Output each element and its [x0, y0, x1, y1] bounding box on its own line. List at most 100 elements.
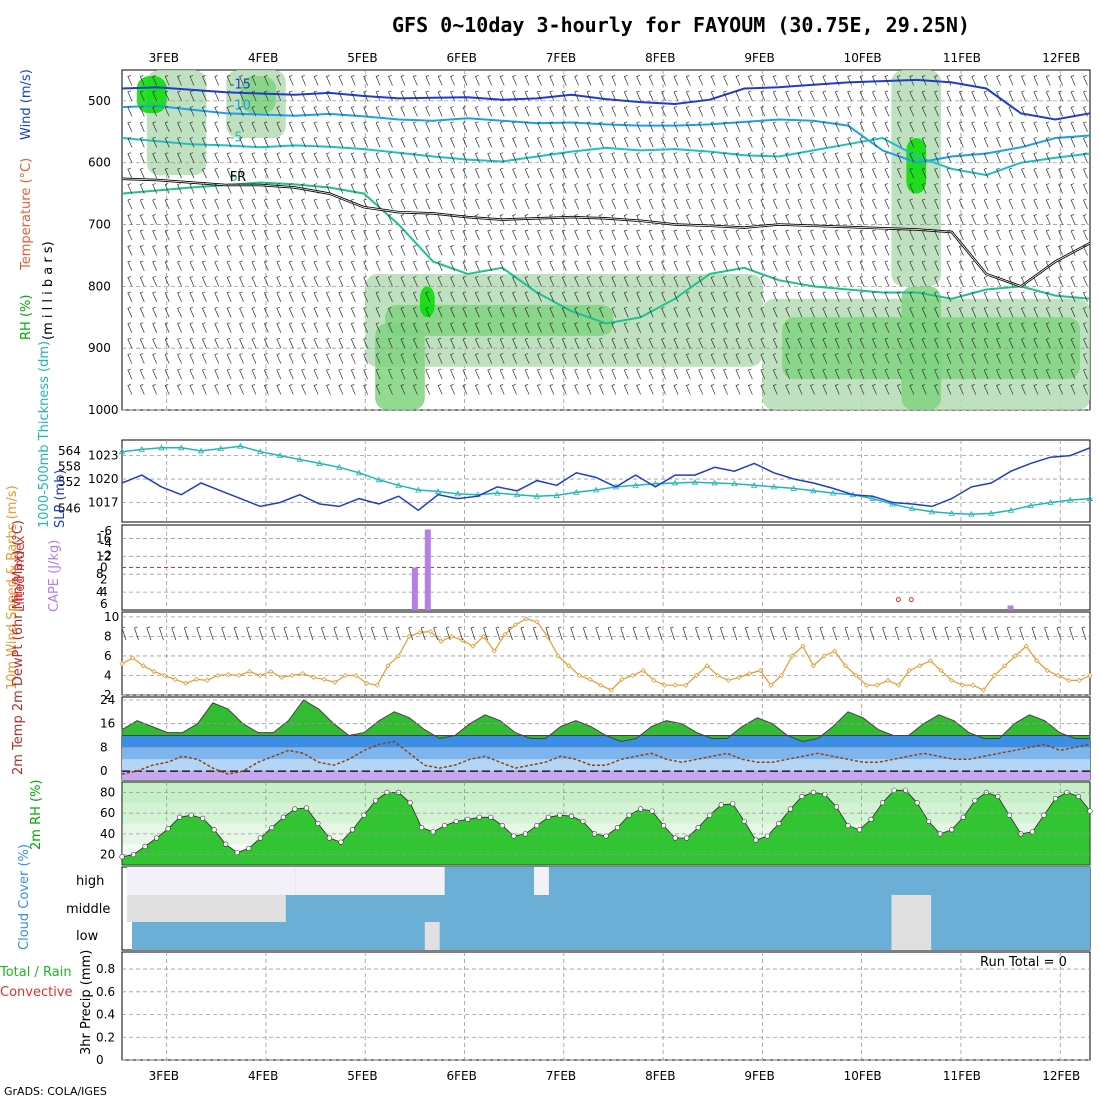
wind-barb: [139, 291, 145, 302]
wind-barb: [127, 306, 133, 318]
wind-barb: [375, 121, 381, 132]
wind-barb: [164, 229, 170, 241]
wind-barb: [425, 183, 431, 194]
wind-barb: [499, 276, 505, 287]
wind-barb: [226, 183, 232, 194]
wind-barb: [338, 245, 344, 256]
wind-speed-marker: [332, 679, 338, 685]
wind-barb: [735, 337, 741, 349]
wind-barb: [623, 306, 629, 318]
wind-barb: [276, 121, 282, 132]
wind-barb: [524, 368, 530, 380]
wind-barb: [338, 276, 344, 287]
wind-barb: [214, 90, 220, 102]
wind-barb: [636, 260, 642, 272]
wind-barb: [1070, 368, 1076, 380]
wind-barb: [623, 198, 629, 210]
wind-barb: [636, 136, 642, 148]
rh-marker: [545, 814, 551, 820]
wind-barb: [524, 183, 530, 194]
wind-barb: [710, 306, 716, 318]
wind-barb: [127, 214, 133, 225]
wind-barb: [338, 384, 344, 395]
wind-barb-10m: [794, 626, 800, 641]
wind-barb: [599, 306, 604, 318]
temp-band-below-zero: [122, 771, 1090, 780]
wind-barb: [1058, 167, 1064, 179]
y-tick-li: 0: [100, 561, 108, 575]
wind-barb: [810, 152, 815, 163]
wind-barb: [400, 136, 406, 148]
rh-marker: [707, 812, 713, 818]
wind-barb: [412, 276, 418, 287]
rh-shading: [241, 76, 276, 114]
wind-barb: [450, 322, 455, 333]
wind-barb: [648, 198, 654, 210]
rh-marker: [1006, 812, 1012, 818]
wind-barb: [313, 136, 319, 148]
contour-label: FR: [230, 170, 247, 185]
wind-barb: [375, 337, 381, 349]
wind-barb: [1008, 337, 1014, 349]
wind-barb: [1008, 136, 1014, 148]
rh-marker: [349, 827, 356, 833]
wind-barb: [723, 106, 728, 117]
wind-barb: [822, 167, 828, 179]
wind-barb: [425, 167, 431, 179]
wind-barb: [388, 90, 393, 102]
wind-barb-10m: [857, 626, 862, 641]
wind-barb: [425, 90, 431, 102]
wind-barb: [350, 245, 356, 256]
wind-barb: [574, 306, 580, 318]
wind-barb: [698, 106, 704, 117]
wind-barb: [859, 214, 865, 225]
wind-speed-marker: [449, 633, 455, 639]
upper-y-label: RH (%)Temperature (°C)Wind (m/s)(m i l l…: [19, 69, 56, 340]
thickness-marker: [810, 487, 817, 494]
wind-barb: [201, 214, 207, 225]
wind-barb: [934, 229, 939, 241]
wind-barb: [872, 229, 877, 241]
y-tick-temp: 0: [100, 764, 108, 778]
wind-barb: [226, 337, 232, 349]
x-tick-bottom: 7FEB: [546, 1069, 576, 1083]
wind-barb: [710, 276, 716, 287]
wind-barb: [450, 368, 455, 380]
wind-barb: [958, 90, 964, 102]
wind-barb: [549, 353, 555, 364]
wind-barb: [921, 368, 927, 380]
wind-barb: [288, 291, 294, 302]
x-axis-top: 3FEB 4FEB 5FEB 6FEB 7FEB 8FEB 9FEB 10FEB 11FEB 12…: [149, 51, 1081, 65]
wind-barb: [549, 276, 555, 287]
wind-barb: [1070, 183, 1076, 194]
wind-barb: [487, 291, 493, 302]
wind-barb: [983, 106, 989, 117]
wind-barb: [1033, 106, 1039, 117]
wind-barb: [499, 75, 505, 86]
wind-barb-10m: [757, 626, 763, 641]
wind-barb: [437, 214, 443, 225]
rh-marker: [960, 814, 966, 820]
wind-speed-marker: [470, 643, 476, 649]
wind-barb: [127, 167, 133, 179]
wind-barb: [537, 368, 542, 380]
wind-barb: [1083, 90, 1088, 102]
wind-barb: [685, 306, 691, 318]
wind-barb: [921, 306, 927, 318]
wind-barb: [673, 322, 679, 333]
cloud-cell: [891, 922, 932, 950]
wind-barb: [971, 276, 977, 287]
wind-barb: [822, 322, 828, 333]
wind-barb: [623, 106, 629, 117]
wind-barb: [785, 368, 791, 380]
wind-barb: [375, 214, 381, 225]
wind-barb: [164, 136, 170, 148]
wind-speed-marker: [917, 663, 923, 669]
wind-barb: [958, 291, 964, 302]
wind-barb: [1083, 368, 1088, 380]
wind-barb: [623, 260, 629, 272]
thickness-marker: [395, 481, 402, 488]
wind-barb: [810, 121, 815, 132]
